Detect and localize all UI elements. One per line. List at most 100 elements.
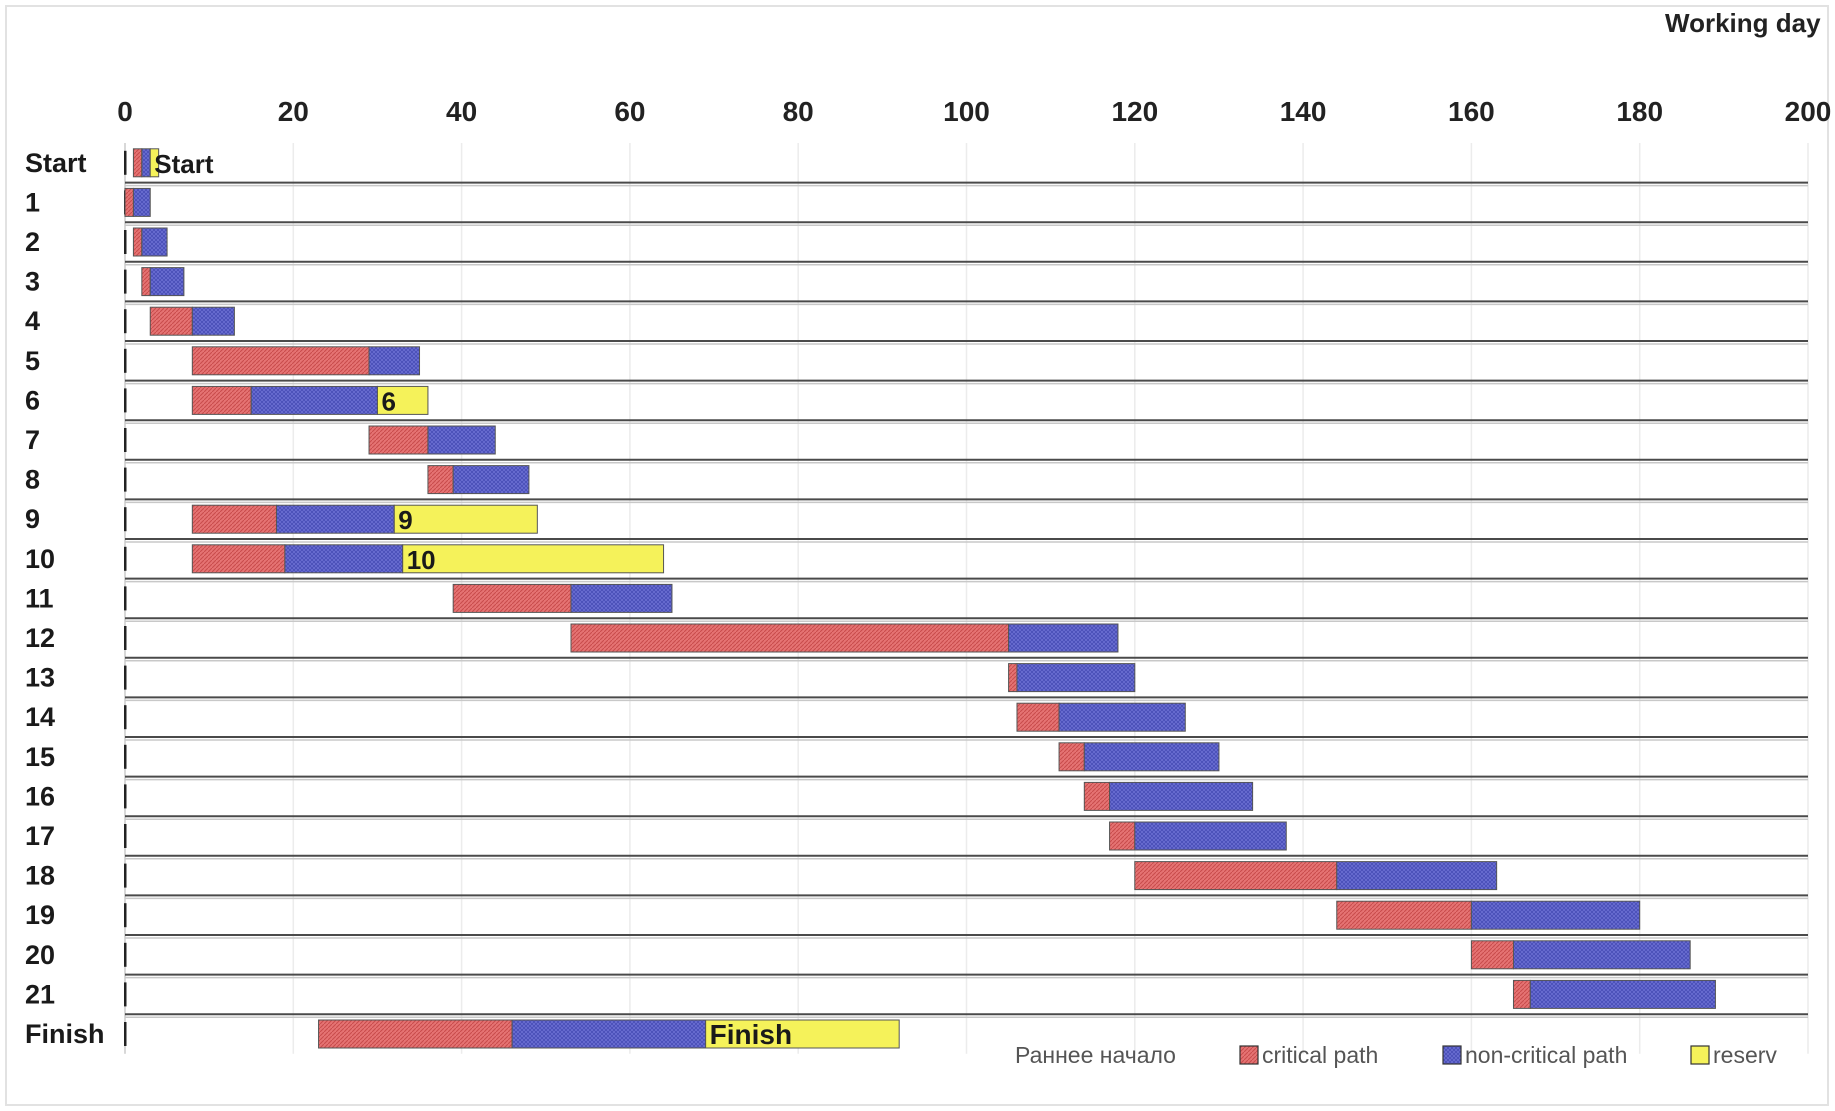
category-label: 4	[25, 306, 40, 336]
bar-noncritical	[1083, 742, 1220, 772]
bars-layer	[124, 148, 1716, 1049]
bar-critical	[191, 385, 252, 415]
bar-reserve	[393, 504, 538, 534]
legend-label-critical: critical path	[1262, 1042, 1378, 1068]
bar-noncritical	[191, 306, 235, 336]
bar-start-marker	[124, 744, 127, 769]
bar-noncritical	[570, 583, 673, 613]
category-label: 19	[25, 900, 55, 930]
bar-start-marker	[124, 942, 127, 967]
bar-critical	[318, 1019, 513, 1049]
chart-frame	[5, 5, 1829, 1106]
category-label: Finish	[25, 1019, 105, 1049]
bar-label: 10	[407, 545, 436, 575]
bar-reserve	[376, 385, 429, 415]
x-tick-label: 160	[1448, 96, 1495, 127]
bar-critical	[191, 544, 286, 574]
bar-noncritical	[1336, 861, 1498, 891]
bar-start-marker	[124, 903, 127, 928]
category-label: 12	[25, 623, 55, 653]
x-tick-label: 60	[614, 96, 645, 127]
bar-reserve	[402, 544, 665, 574]
chart-title: Working day	[1665, 8, 1821, 38]
bar-start-marker	[124, 546, 127, 571]
bar-noncritical	[1134, 821, 1287, 851]
bar-noncritical	[141, 148, 151, 178]
bar-critical	[132, 227, 143, 257]
category-label: 6	[25, 385, 40, 415]
category-label: 20	[25, 940, 55, 970]
bar-reserve	[705, 1019, 900, 1049]
bar-start-marker	[124, 507, 127, 532]
bar-noncritical	[284, 544, 404, 574]
bar-critical	[191, 504, 277, 534]
x-tick-label: 40	[446, 96, 477, 127]
bar-noncritical	[1016, 663, 1136, 693]
bar-noncritical	[368, 346, 421, 376]
bar-critical	[1008, 663, 1018, 693]
bar-start-marker	[124, 705, 127, 730]
bar-start-marker	[124, 467, 127, 492]
x-tick-label: 140	[1280, 96, 1327, 127]
x-tick-label: 120	[1111, 96, 1158, 127]
bar-noncritical	[1109, 781, 1254, 811]
category-label: 7	[25, 425, 40, 455]
bar-label: 9	[398, 505, 412, 535]
bar-critical	[1470, 940, 1514, 970]
bar-start-marker	[124, 626, 127, 650]
x-tick-label: 200	[1785, 96, 1832, 127]
bar-critical	[1512, 979, 1531, 1009]
bar-critical	[149, 306, 193, 336]
category-label: 15	[25, 742, 55, 772]
bar-noncritical	[132, 187, 151, 217]
bar-labels: Start 6 9 10 Finish	[154, 149, 792, 1050]
bar-critical	[191, 346, 370, 376]
bar-start-marker	[124, 428, 127, 452]
bar-noncritical	[250, 385, 378, 415]
category-label: 11	[25, 583, 54, 613]
bar-start-marker	[124, 1022, 127, 1046]
x-tick-label: 180	[1616, 96, 1663, 127]
bar-start-marker	[124, 309, 127, 334]
x-tick-label: 0	[117, 96, 133, 127]
bar-critical	[368, 425, 429, 455]
bar-label: Finish	[710, 1019, 792, 1050]
category-label: 3	[25, 267, 40, 297]
bar-noncritical	[427, 425, 496, 455]
bar-critical	[141, 267, 151, 297]
category-label: 21	[25, 979, 55, 1009]
bar-start-marker	[124, 982, 127, 1007]
legend-label-reserve: reserv	[1713, 1042, 1777, 1068]
legend-swatch-critical	[1239, 1045, 1259, 1065]
legend-label-noncritical: non-critical path	[1465, 1042, 1627, 1068]
category-label: 13	[25, 663, 55, 693]
legend-label-start: Раннее начало	[1015, 1042, 1176, 1068]
bar-start-marker	[124, 388, 127, 413]
category-label: Start	[25, 148, 87, 178]
bar-start-marker	[124, 150, 127, 175]
bar-critical	[452, 583, 572, 613]
category-label: 18	[25, 861, 55, 891]
category-label: 17	[25, 821, 55, 851]
category-label: 9	[25, 504, 40, 534]
bar-start-marker	[124, 784, 127, 809]
category-label: 16	[25, 781, 55, 811]
bar-start-marker	[124, 269, 127, 294]
category-labels: Start123456789101112131415161718192021Fi…	[25, 148, 105, 1049]
bar-noncritical	[141, 227, 168, 257]
bar-start-marker	[124, 824, 127, 848]
category-label: 14	[25, 702, 55, 732]
bar-noncritical	[1512, 940, 1691, 970]
bar-start-marker	[124, 348, 127, 373]
x-tick-label: 20	[278, 96, 309, 127]
bar-noncritical	[1529, 979, 1716, 1009]
row-lines	[125, 181, 1808, 1018]
category-label: 5	[25, 346, 40, 376]
bar-start-marker	[124, 665, 127, 690]
bar-start-marker	[124, 230, 127, 254]
bar-start-marker	[124, 863, 127, 888]
bar-critical	[1058, 742, 1085, 772]
bar-label: Start	[154, 149, 214, 179]
x-tick-labels: 0 20 40 60 80 100 120 140 160 180 200	[117, 96, 1831, 127]
